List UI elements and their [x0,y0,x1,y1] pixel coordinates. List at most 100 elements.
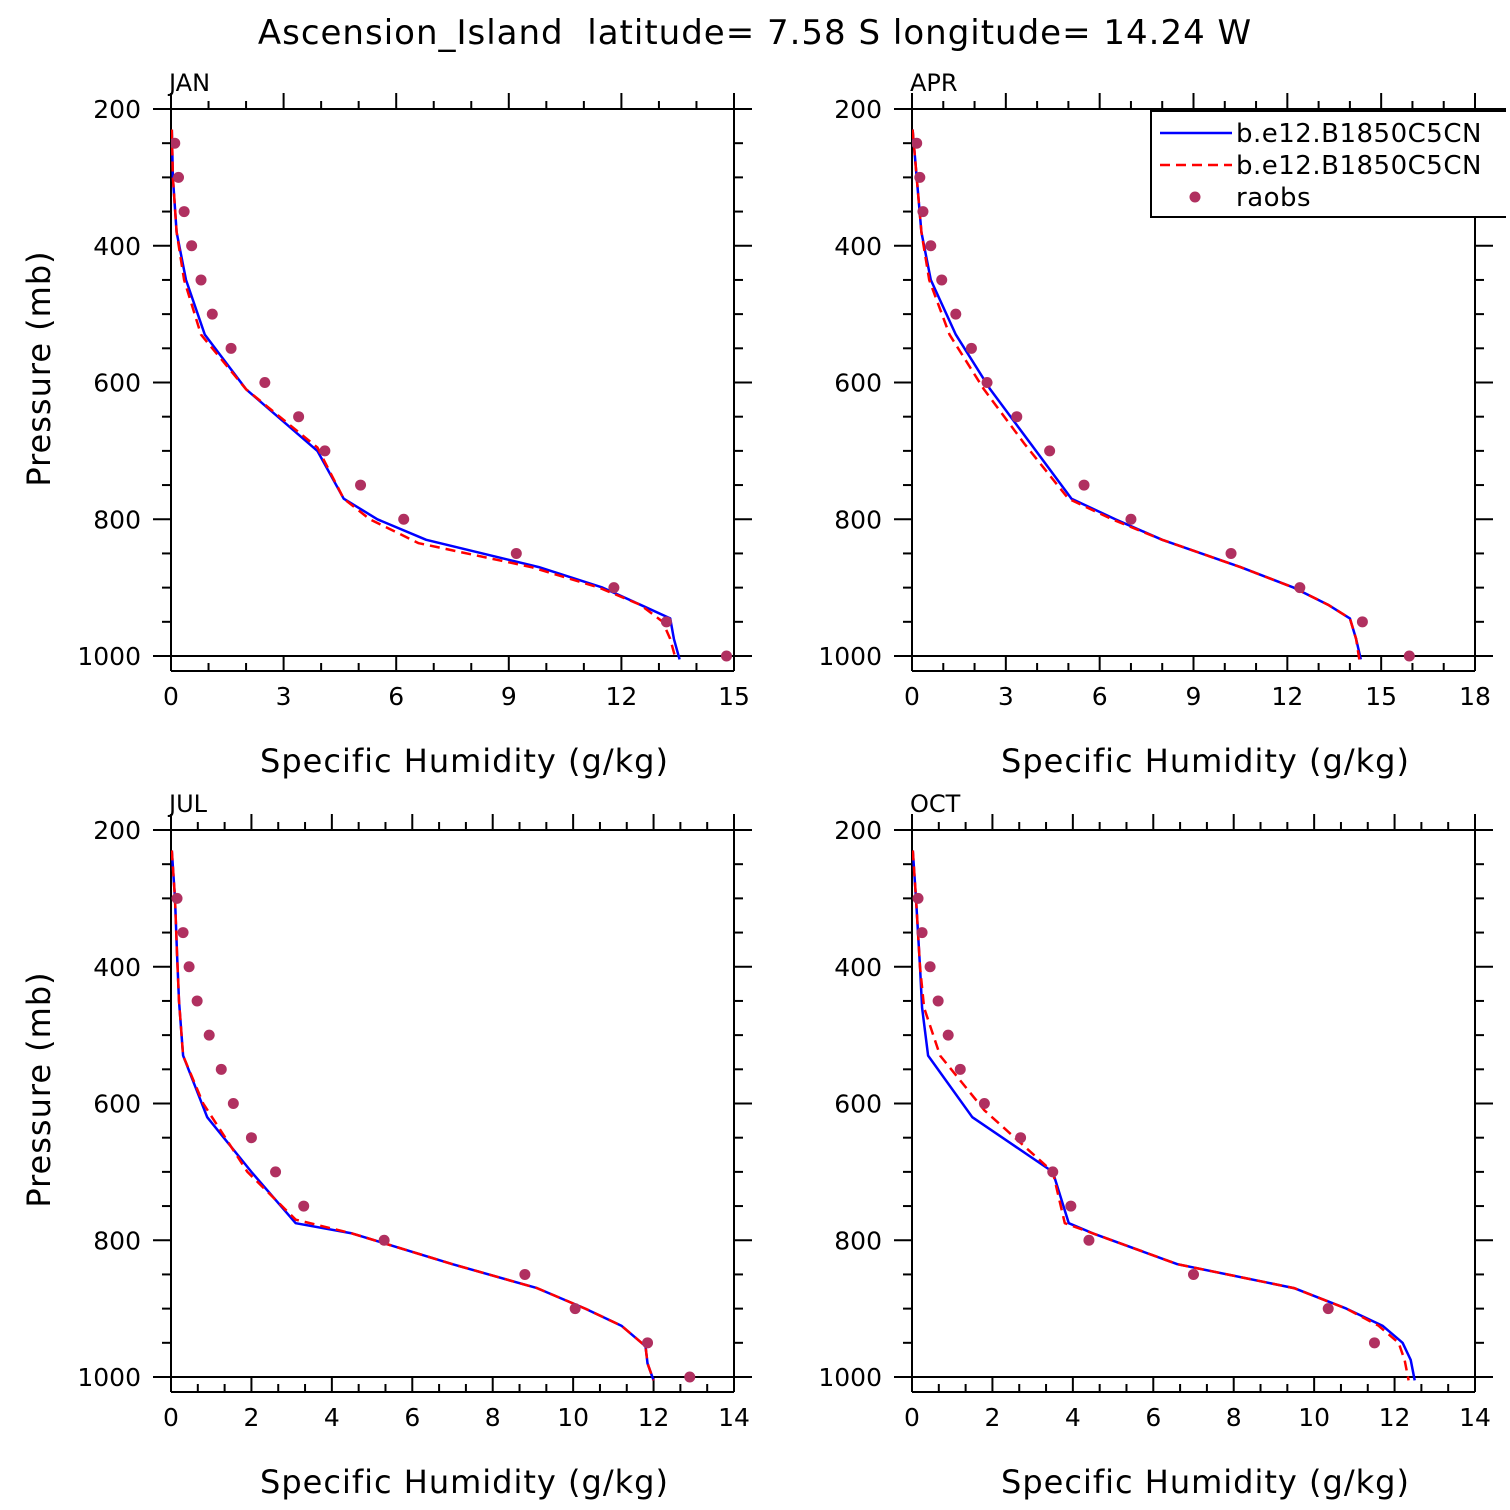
raobs-point [227,1098,239,1109]
plot-frame [170,108,735,657]
raobs-point [1403,650,1415,662]
x-tick-label: 14 [1459,1403,1491,1432]
raobs-point [259,377,271,388]
panel-label: OCT [910,790,961,818]
raobs-point [1225,547,1237,559]
raobs-point [1083,1234,1095,1246]
raobs-point [225,342,237,354]
plot-frame [170,829,735,1378]
x-tick-label: 12 [1379,1403,1411,1432]
raobs-point [1011,411,1023,423]
raobs-point [195,274,207,286]
raobs-point [293,411,305,423]
raobs-point [924,961,936,973]
raobs-point [378,1234,390,1246]
raobs-point [942,1029,954,1041]
x-tick-label: 4 [1065,1403,1081,1432]
panel-apr: 0 3 6 9 12 15 18 200 400 600 800 1000 APR Specific Hu… [818,69,1506,780]
x-tick-label: 3 [998,682,1014,711]
x-axis-title: Specific Humidity (g/kg) [260,1463,669,1501]
y-tick-label: 800 [834,1226,882,1255]
raobs-point [215,1063,227,1075]
legend-label: raobs [1236,183,1311,213]
raobs-point [978,1098,990,1109]
raobs-point [925,240,937,252]
raobs-point [183,961,195,973]
raobs-point [173,171,185,183]
raobs-point [1015,1132,1027,1144]
y-tick-label: 600 [93,369,141,398]
x-tick-label: 6 [404,1403,420,1432]
x-tick-label: 8 [485,1403,501,1432]
panel-label: JUL [167,790,208,818]
raobs-point [1047,1166,1059,1178]
panel-data [912,129,1415,662]
x-tick-label: 0 [163,1403,179,1432]
raobs-point [1188,1268,1199,1280]
x-tick-label: 18 [1459,682,1491,711]
y-tick-label: 400 [93,953,141,982]
x-tick-label: 4 [324,1403,340,1432]
y-tick-label: 600 [93,1090,141,1119]
y-tick-label: 1000 [77,642,141,671]
raobs-point [171,137,181,149]
series-line-dashed [912,850,1410,1381]
x-tick-label: 8 [1226,1403,1242,1432]
y-tick-label: 200 [93,95,141,124]
panel-data [171,129,732,662]
series-line-solid [171,850,655,1381]
y-axis-title: Pressure (mb) [20,250,58,486]
raobs-point [1078,479,1090,491]
y-tick-label: 800 [93,1226,141,1255]
y-tick-label: 200 [834,816,882,845]
raobs-point [950,308,962,320]
x-tick-label: 15 [1365,682,1397,711]
x-axis-title: Specific Humidity (g/kg) [1001,1463,1410,1501]
raobs-point [1322,1303,1334,1315]
raobs-point [1065,1200,1077,1212]
raobs-point [932,995,944,1007]
series-line-solid [912,850,1416,1381]
y-tick-label: 400 [834,232,882,261]
legend-label: b.e12.B1850C5CN [1236,119,1482,149]
raobs-point [912,892,924,904]
panel-jul: 0 2 4 6 8 10 12 14 200 400 600 800 1000 JUL Specific H… [20,790,752,1501]
panel-jan: 0 3 6 9 12 15 200 400 600 800 1000 JAN Specific Humi… [20,69,752,780]
raobs-point [186,240,198,252]
x-tick-label: 6 [1145,1403,1161,1432]
raobs-point [355,479,367,491]
raobs-point [916,927,928,939]
x-tick-label: 2 [984,1403,1000,1432]
raobs-point [965,342,977,354]
series-line-dashed [171,129,678,660]
raobs-point [171,892,183,904]
raobs-point [177,927,189,939]
raobs-point [954,1063,966,1075]
raobs-point [398,513,410,525]
raobs-point [569,1303,581,1315]
raobs-point [917,206,929,218]
raobs-point [178,206,190,218]
x-tick-label: 6 [1092,682,1108,711]
y-tick-label: 800 [93,505,141,534]
x-tick-label: 12 [638,1403,670,1432]
y-tick-label: 1000 [77,1363,141,1392]
x-tick-label: 14 [718,1403,750,1432]
plot-frame [911,829,1476,1378]
raobs-point [298,1200,310,1212]
panel-data [171,850,696,1383]
legend-marker-raobs [1189,191,1201,203]
panel-data [912,850,1416,1381]
raobs-point [319,445,331,457]
panel-label: APR [910,69,958,97]
panel-oct: 0 2 4 6 8 10 12 14 200 400 600 800 1000 OCT Specific H… [818,790,1493,1501]
raobs-point [1044,445,1056,457]
raobs-point [1294,582,1306,594]
raobs-point [519,1268,531,1280]
x-tick-label: 9 [501,682,517,711]
y-tick-label: 600 [834,369,882,398]
series-line-dashed [171,850,655,1381]
y-tick-label: 1000 [818,1363,882,1392]
